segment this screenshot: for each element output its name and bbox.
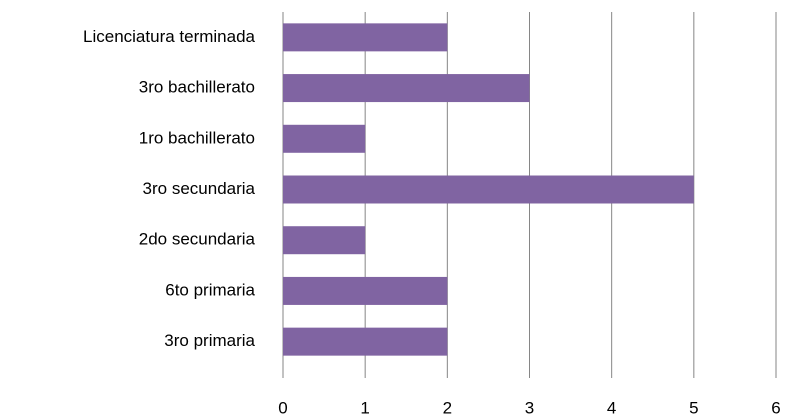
x-tick-label: 6 [771,398,780,417]
bar [283,23,448,52]
bar [283,276,448,305]
y-tick-label: 3ro primaria [164,331,255,350]
x-tick-label: 0 [278,398,287,417]
bar [283,175,694,204]
x-tick-label: 3 [525,398,534,417]
y-tick-label: Licenciatura terminada [83,27,256,46]
x-tick-label: 5 [689,398,698,417]
y-tick-label: 3ro secundaria [143,179,256,198]
x-tick-label: 4 [607,398,616,417]
x-tick-label: 2 [443,398,452,417]
bar [283,226,366,255]
y-tick-label: 3ro bachillerato [139,78,255,97]
x-tick-label: 1 [360,398,369,417]
bar [283,124,366,153]
bar [283,74,530,103]
bar [283,327,448,356]
y-tick-label: 1ro bachillerato [139,128,255,147]
y-tick-label: 6to primaria [165,280,255,299]
y-tick-label: 2do secundaria [139,230,256,249]
